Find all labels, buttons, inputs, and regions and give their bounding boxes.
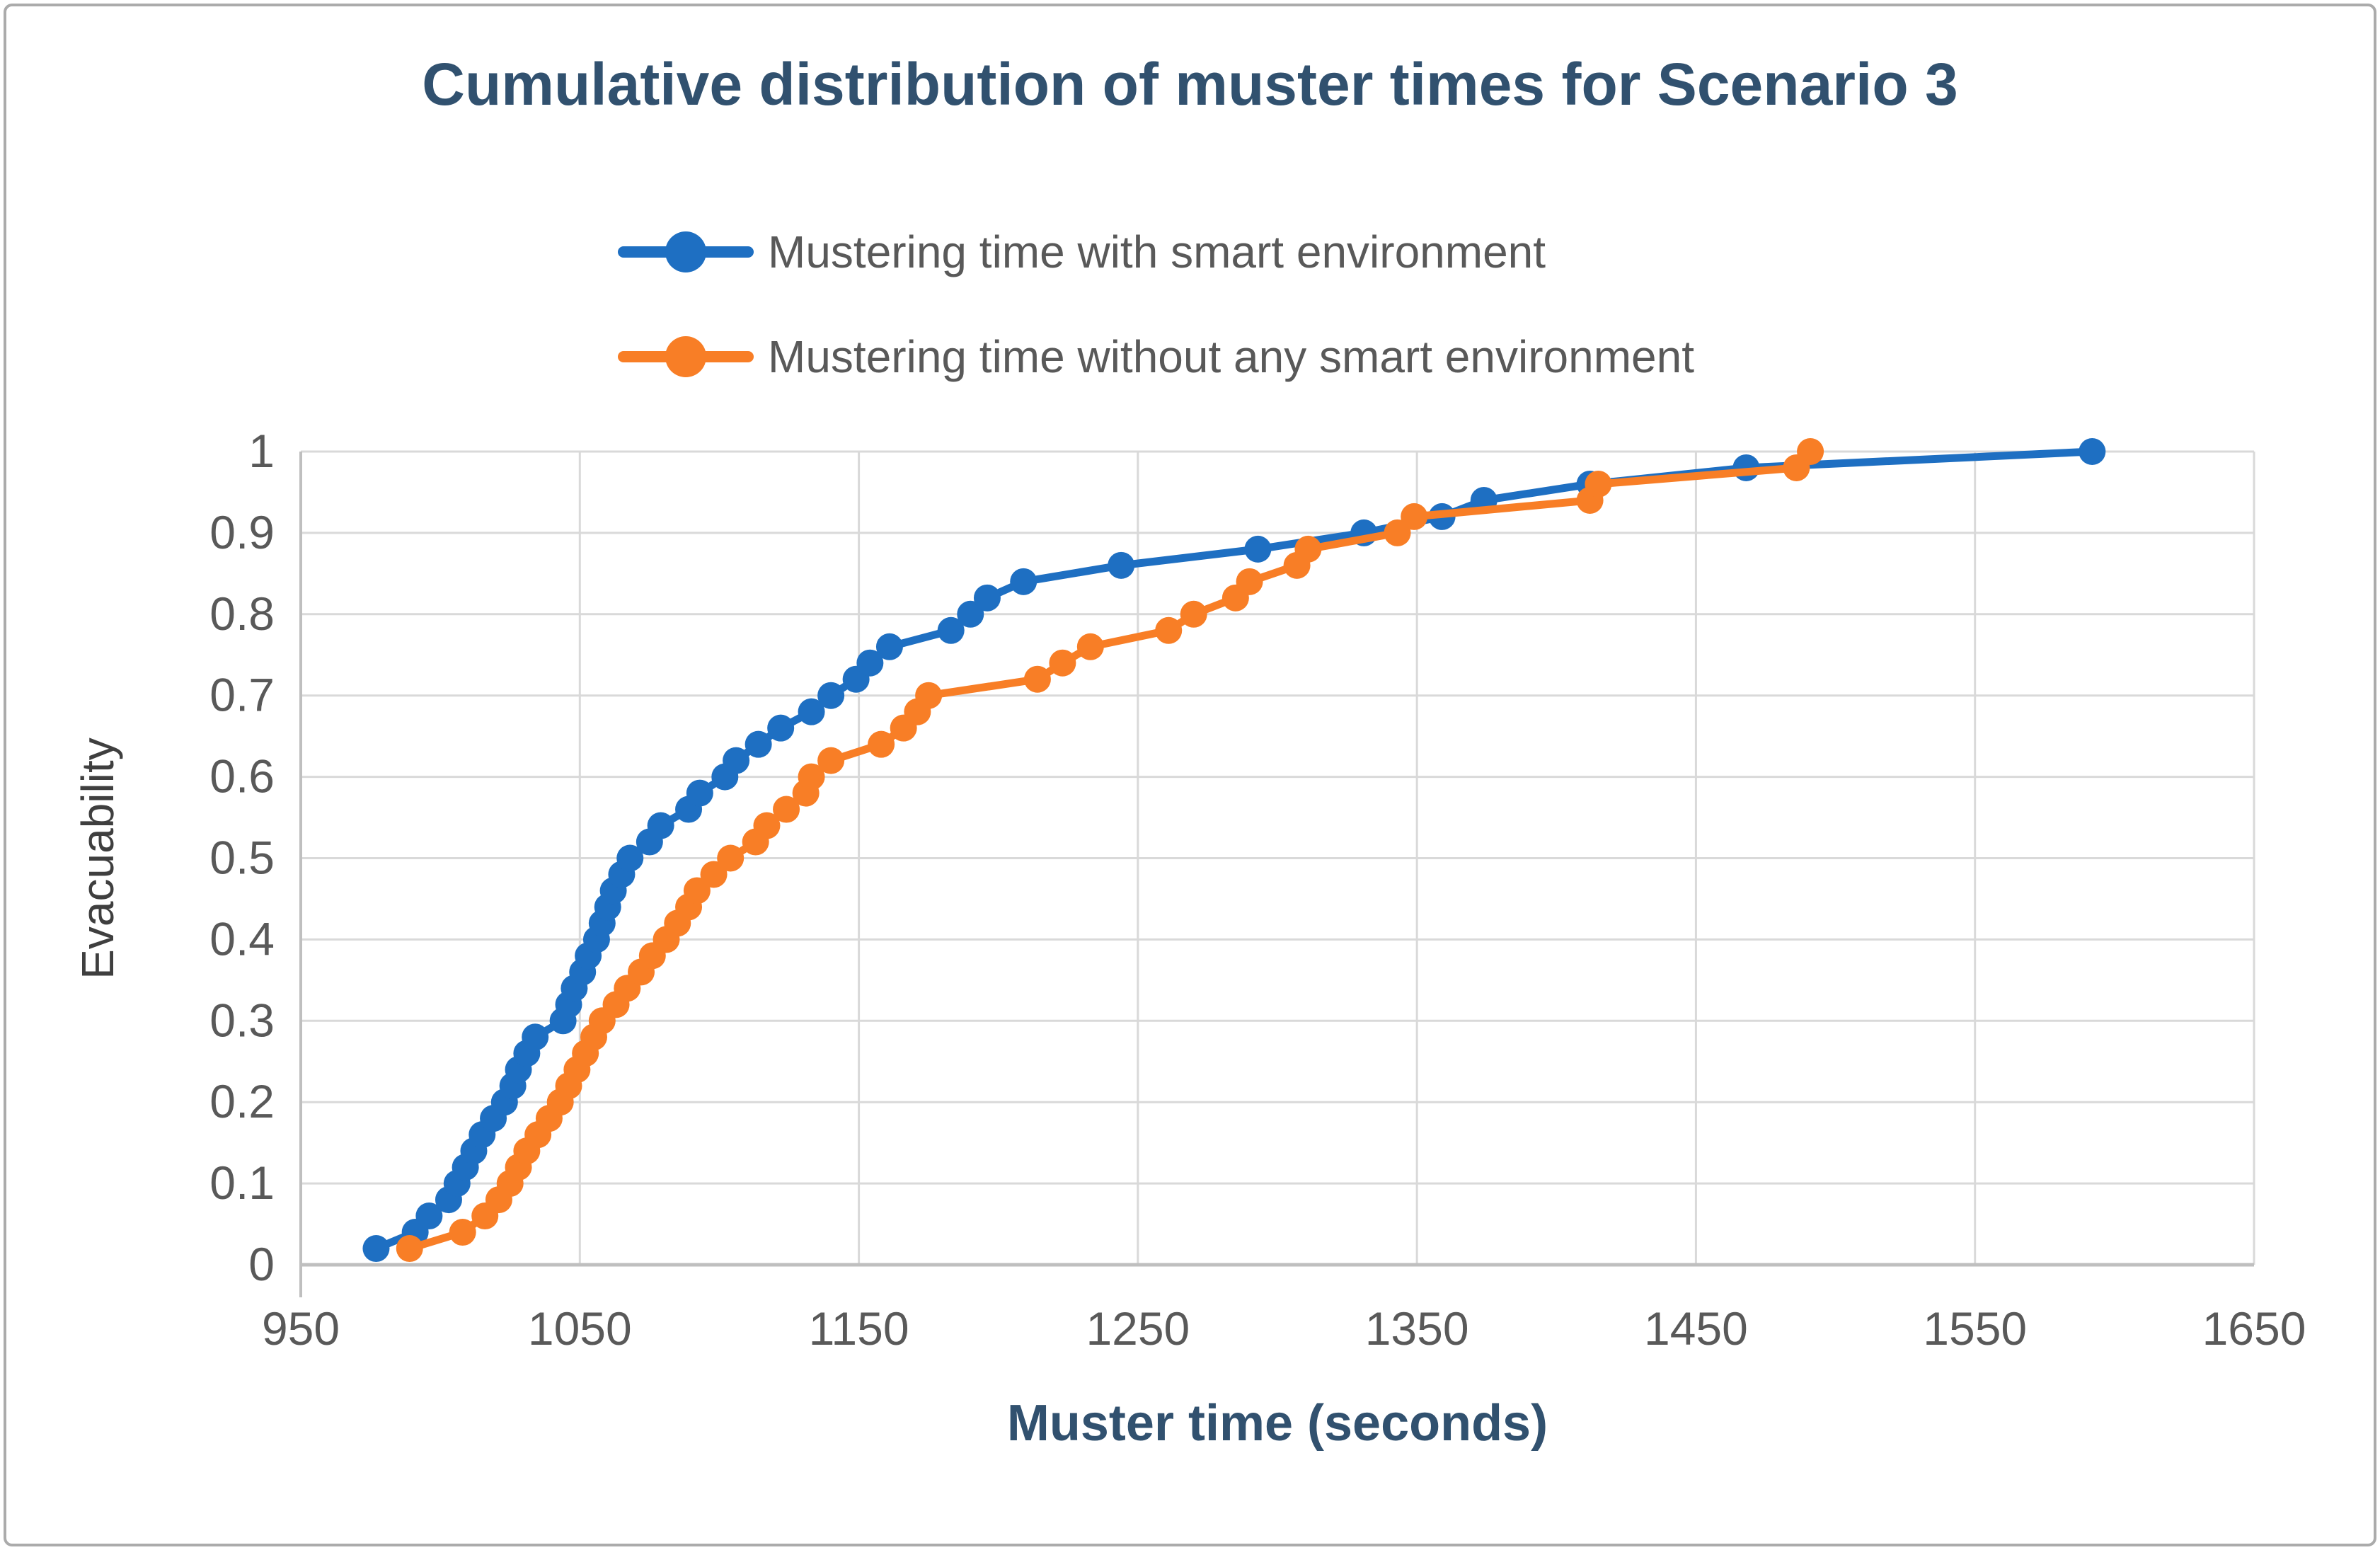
chart-title: Cumulative distribution of muster times …	[422, 51, 1958, 117]
axis-lines	[299, 452, 2254, 1297]
svg-text:0.8: 0.8	[209, 587, 275, 640]
tick-labels: 950 1050 1150 1250 1350 1450 1550 1650 0 0.1 0.2 0.…	[209, 425, 2306, 1355]
svg-text:0.1: 0.1	[209, 1156, 275, 1209]
svg-text:0.6: 0.6	[209, 750, 275, 803]
svg-text:0.3: 0.3	[209, 994, 275, 1046]
svg-text:950: 950	[262, 1302, 340, 1355]
legend-item-without-smart-environment: Mustering time without any smart environ…	[618, 321, 1694, 393]
series-0	[362, 438, 2106, 1263]
svg-text:1350: 1350	[1365, 1302, 1469, 1355]
svg-text:0.7: 0.7	[209, 669, 275, 721]
svg-text:0.4: 0.4	[209, 912, 275, 965]
svg-text:1250: 1250	[1086, 1302, 1190, 1355]
series-orange-marker-icon	[618, 335, 754, 378]
svg-text:1: 1	[248, 425, 275, 477]
legend: Mustering time with smart environment Mu…	[618, 216, 1694, 393]
x-axis-title: Muster time (seconds)	[1007, 1395, 1548, 1452]
svg-text:1550: 1550	[1923, 1302, 2027, 1355]
gridlines	[301, 450, 2255, 1265]
data-series	[362, 438, 2106, 1263]
y-axis-title: Evacuability	[72, 737, 123, 980]
svg-text:0: 0	[248, 1238, 275, 1290]
svg-text:1450: 1450	[1644, 1302, 1748, 1355]
svg-text:1050: 1050	[528, 1302, 632, 1355]
svg-text:0.5: 0.5	[209, 832, 275, 884]
svg-text:0.2: 0.2	[209, 1075, 275, 1127]
legend-label: Mustering time with smart environment	[768, 226, 1546, 277]
svg-text:0.9: 0.9	[209, 506, 275, 558]
svg-text:1150: 1150	[809, 1302, 909, 1355]
series-1	[396, 438, 1824, 1263]
svg-text:1650: 1650	[2202, 1302, 2306, 1355]
series-blue-marker-icon	[618, 231, 754, 273]
chart-frame: Cumulative distribution of muster times …	[4, 4, 2376, 1546]
legend-item-with-smart-environment: Mustering time with smart environment	[618, 216, 1694, 288]
legend-label: Mustering time without any smart environ…	[768, 331, 1694, 382]
